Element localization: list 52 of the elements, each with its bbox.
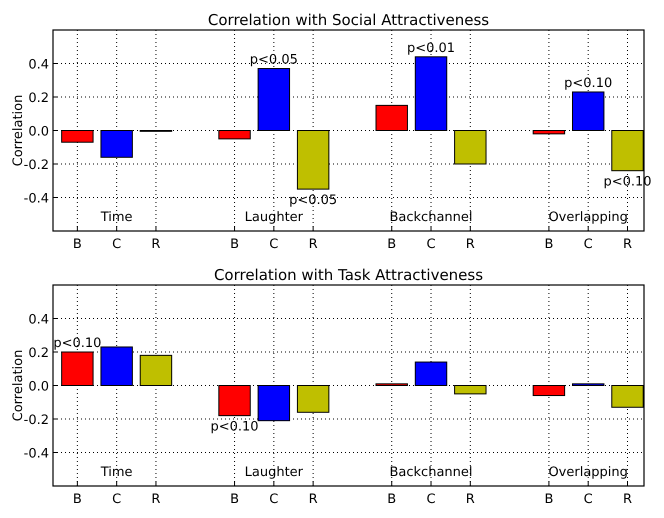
x-tick-label: C bbox=[112, 237, 122, 252]
x-tick-label: R bbox=[622, 492, 632, 507]
x-tick-label: B bbox=[230, 237, 240, 252]
y-axis-title: Correlation bbox=[11, 94, 26, 166]
x-tick-label: B bbox=[544, 492, 554, 507]
annotation: Laughter bbox=[244, 465, 304, 480]
x-tick-label: C bbox=[426, 492, 436, 507]
x-tick-label: C bbox=[584, 492, 593, 507]
y-tick-label: 0.4 bbox=[28, 58, 49, 72]
y-tick-label: 0.2 bbox=[28, 346, 49, 361]
data-label: p<0.10 bbox=[53, 336, 102, 351]
data-label: p<0.05 bbox=[250, 52, 298, 68]
y-tick-label: -0.2 bbox=[24, 413, 49, 428]
data-label: p<0.10 bbox=[210, 420, 259, 435]
annotation: Overlapping bbox=[548, 465, 628, 480]
y-tick-label: 0.0 bbox=[28, 124, 49, 140]
x-tick-label: B bbox=[230, 492, 240, 507]
y-tick-label: -0.2 bbox=[24, 158, 49, 173]
data-label: p<0.10 bbox=[564, 76, 612, 91]
data-label: p<0.05 bbox=[289, 193, 338, 208]
chart-title: Correlation with Social Attractiveness bbox=[208, 11, 490, 29]
annotation: Laughter bbox=[244, 210, 304, 225]
annotation: Time bbox=[100, 465, 133, 480]
x-tick-label: R bbox=[622, 237, 632, 252]
y-axis-title: Correlation bbox=[11, 350, 26, 422]
y-tick-label: -0.4 bbox=[24, 446, 49, 462]
y-tick-label: 0.0 bbox=[28, 380, 49, 394]
x-tick-label: R bbox=[466, 492, 475, 507]
annotation: Backchannel bbox=[390, 465, 473, 480]
annotation: Time bbox=[100, 210, 133, 225]
x-tick-label: B bbox=[72, 492, 82, 507]
x-tick-label: C bbox=[269, 492, 278, 507]
x-tick-label: B bbox=[544, 237, 554, 252]
y-tick-label: 0.4 bbox=[28, 312, 49, 328]
x-tick-label: R bbox=[151, 492, 160, 507]
x-tick-label: C bbox=[584, 237, 593, 252]
x-tick-label: B bbox=[387, 237, 396, 252]
x-tick-label: R bbox=[151, 237, 160, 252]
x-tick-label: C bbox=[426, 237, 436, 252]
x-tick-label: R bbox=[308, 492, 318, 507]
y-tick-label: -0.4 bbox=[24, 192, 49, 206]
y-tick-label: 0.2 bbox=[28, 91, 49, 106]
x-tick-label: R bbox=[308, 237, 318, 252]
x-tick-label: R bbox=[466, 237, 475, 252]
chart-title: Correlation with Task Attractiveness bbox=[214, 266, 484, 284]
annotation: Overlapping bbox=[548, 210, 628, 225]
x-tick-label: B bbox=[387, 492, 396, 507]
annotation: Backchannel bbox=[390, 210, 473, 225]
data-label: p<0.01 bbox=[406, 40, 456, 56]
x-tick-label: B bbox=[72, 237, 82, 252]
x-tick-label: C bbox=[112, 492, 122, 507]
x-tick-label: C bbox=[269, 237, 278, 252]
